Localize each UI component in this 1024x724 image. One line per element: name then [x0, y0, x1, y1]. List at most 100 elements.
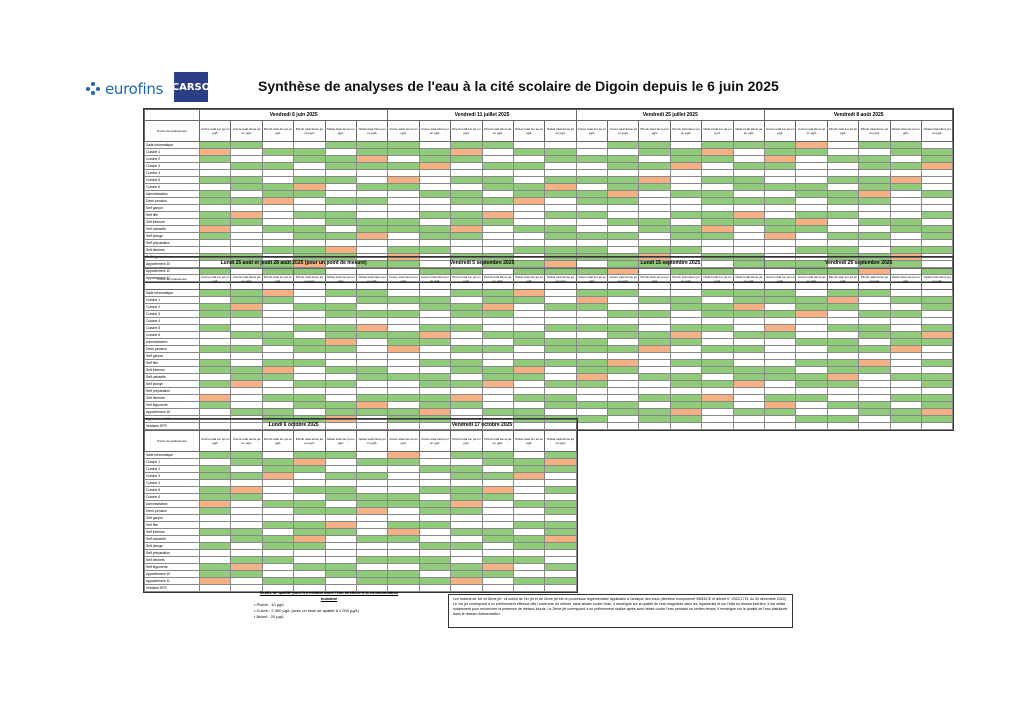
result-cell	[575, 246, 609, 254]
result-cell	[481, 563, 514, 571]
result-cell	[732, 289, 766, 297]
result-cell	[607, 317, 640, 325]
result-cell	[230, 246, 263, 254]
result-cell	[324, 507, 357, 515]
result-cell	[450, 225, 483, 233]
table-row: Cuisine 1	[144, 148, 954, 156]
result-cell	[450, 303, 483, 311]
result-cell	[575, 345, 609, 353]
result-cell	[230, 458, 263, 466]
sampling-date: Lundi 6 octobre 2025	[198, 419, 389, 431]
result-cell	[920, 218, 954, 226]
result-cell	[387, 514, 420, 522]
result-cell	[355, 239, 389, 247]
result-cell	[261, 310, 295, 318]
result-cell	[481, 380, 514, 388]
result-cell	[355, 458, 389, 466]
column-header: Plomb total 1er jet en µg/L	[450, 268, 483, 290]
result-cell	[450, 380, 483, 388]
result-cell	[544, 521, 577, 529]
result-cell	[230, 401, 263, 409]
result-cell	[920, 408, 954, 416]
result-cell	[669, 148, 703, 156]
result-cell	[293, 239, 326, 247]
result-cell	[638, 155, 671, 163]
result-cell	[324, 225, 357, 233]
result-cell	[764, 225, 797, 233]
result-cell	[261, 465, 295, 473]
result-cell	[450, 507, 483, 515]
table-row: Vestiaire EPS	[144, 584, 577, 592]
table-row: Cuisine 5	[144, 486, 577, 494]
result-cell	[638, 415, 671, 423]
result-cell	[418, 183, 452, 191]
result-cell	[481, 155, 514, 163]
row-label: Self internes	[144, 528, 200, 536]
result-cell	[920, 331, 954, 339]
result-cell	[826, 422, 860, 430]
result-cell	[889, 303, 922, 311]
result-cell	[795, 169, 828, 177]
table-row: Self internes	[144, 528, 577, 536]
result-cell	[858, 366, 891, 374]
result-cell	[764, 317, 797, 325]
result-cell	[230, 514, 263, 522]
result-cell	[418, 345, 452, 353]
result-cell	[450, 408, 483, 416]
result-cell	[795, 162, 828, 170]
result-cell	[795, 296, 828, 304]
result-cell	[795, 232, 828, 240]
result-cell	[293, 465, 326, 473]
result-cell	[355, 472, 389, 480]
result-cell	[889, 394, 922, 402]
sampling-date: Vendredi 17 octobre 2025	[387, 419, 577, 431]
result-cell	[198, 324, 232, 332]
result-cell	[732, 239, 766, 247]
result-cell	[701, 218, 734, 226]
result-cell	[261, 324, 295, 332]
result-cell	[230, 493, 263, 501]
eurofins-logo: eurofins	[86, 80, 163, 98]
result-cell	[293, 500, 326, 508]
sampling-date: Vendredi 8 août 2025	[764, 109, 954, 121]
result-cell	[293, 148, 326, 156]
result-cell	[293, 324, 326, 332]
result-cell	[858, 415, 891, 423]
result-cell	[575, 401, 609, 409]
result-cell	[544, 535, 577, 543]
eurofins-dots-icon	[86, 82, 102, 96]
result-cell	[512, 542, 546, 550]
column-header: Nickel total 1er jet en µg/L	[701, 268, 734, 290]
result-cell	[450, 331, 483, 339]
result-cell	[230, 366, 263, 374]
result-cell	[198, 549, 232, 557]
result-cell	[198, 401, 232, 409]
row-label: Administration	[144, 190, 200, 198]
result-cell	[355, 373, 389, 381]
result-cell	[826, 415, 860, 423]
result-cell	[198, 465, 232, 473]
table-row: Cuisine 2	[144, 155, 954, 163]
row-label: Cuisine 6	[144, 331, 200, 339]
result-cell	[324, 232, 357, 240]
result-cell	[575, 211, 609, 219]
result-cell	[920, 422, 954, 430]
result-cell	[795, 239, 828, 247]
result-cell	[858, 401, 891, 409]
result-cell	[701, 422, 734, 430]
result-cell	[512, 317, 546, 325]
result-cell	[889, 155, 922, 163]
row-label: Cuisine 6	[144, 493, 200, 501]
result-cell	[889, 225, 922, 233]
result-cell	[450, 500, 483, 508]
result-cell	[638, 232, 671, 240]
result-cell	[387, 176, 420, 184]
result-cell	[324, 486, 357, 494]
result-cell	[544, 345, 577, 353]
table-row: Self plonge	[144, 380, 954, 388]
result-cell	[920, 359, 954, 367]
result-cell	[198, 528, 232, 536]
result-cell	[387, 528, 420, 536]
result-cell	[575, 380, 609, 388]
result-cell	[607, 211, 640, 219]
